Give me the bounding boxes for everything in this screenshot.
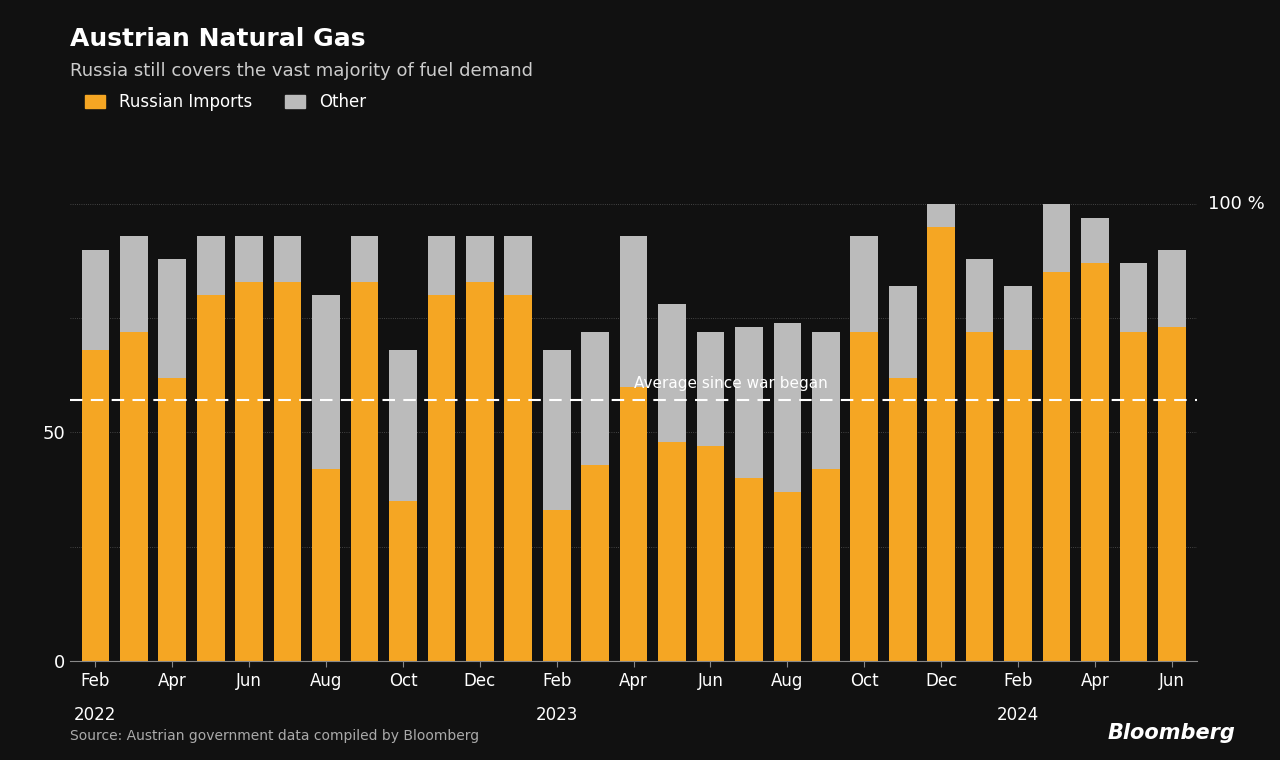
- Bar: [312, 469, 340, 661]
- Bar: [581, 332, 609, 464]
- Bar: [120, 332, 147, 661]
- Bar: [812, 332, 840, 469]
- Bar: [428, 236, 456, 296]
- Text: Average since war began: Average since war began: [634, 376, 827, 391]
- Bar: [1043, 204, 1070, 272]
- Bar: [812, 469, 840, 661]
- Legend: Russian Imports, Other: Russian Imports, Other: [79, 87, 372, 118]
- Bar: [1005, 350, 1032, 661]
- Bar: [312, 296, 340, 469]
- Bar: [197, 236, 224, 296]
- Bar: [236, 281, 262, 661]
- Bar: [543, 510, 571, 661]
- Bar: [120, 236, 147, 332]
- Bar: [543, 350, 571, 510]
- Bar: [888, 378, 916, 661]
- Bar: [428, 296, 456, 661]
- Text: 2024: 2024: [997, 705, 1039, 724]
- Bar: [1158, 249, 1185, 328]
- Bar: [82, 249, 109, 350]
- Bar: [696, 332, 724, 446]
- Bar: [620, 236, 648, 387]
- Bar: [1043, 272, 1070, 661]
- Bar: [850, 236, 878, 332]
- Text: Bloomberg: Bloomberg: [1107, 724, 1235, 743]
- Bar: [197, 296, 224, 661]
- Bar: [1082, 263, 1108, 661]
- Bar: [504, 236, 532, 296]
- Bar: [1120, 332, 1147, 661]
- Bar: [927, 204, 955, 226]
- Bar: [620, 387, 648, 661]
- Bar: [773, 492, 801, 661]
- Bar: [658, 305, 686, 442]
- Bar: [696, 446, 724, 661]
- Bar: [1120, 263, 1147, 332]
- Bar: [504, 296, 532, 661]
- Bar: [1082, 217, 1108, 263]
- Bar: [888, 286, 916, 378]
- Bar: [274, 281, 302, 661]
- Text: 100 %: 100 %: [1208, 195, 1265, 213]
- Bar: [735, 478, 763, 661]
- Bar: [735, 328, 763, 478]
- Bar: [965, 332, 993, 661]
- Bar: [351, 281, 379, 661]
- Bar: [351, 236, 379, 281]
- Bar: [927, 226, 955, 661]
- Bar: [466, 281, 494, 661]
- Bar: [274, 236, 302, 281]
- Bar: [466, 236, 494, 281]
- Bar: [965, 258, 993, 332]
- Bar: [773, 323, 801, 492]
- Bar: [581, 464, 609, 661]
- Bar: [389, 350, 417, 501]
- Bar: [159, 378, 186, 661]
- Bar: [1158, 328, 1185, 661]
- Bar: [82, 350, 109, 661]
- Text: Source: Austrian government data compiled by Bloomberg: Source: Austrian government data compile…: [70, 730, 480, 743]
- Bar: [658, 442, 686, 661]
- Text: Russia still covers the vast majority of fuel demand: Russia still covers the vast majority of…: [70, 62, 534, 81]
- Bar: [159, 258, 186, 378]
- Bar: [389, 501, 417, 661]
- Bar: [236, 236, 262, 281]
- Text: 2023: 2023: [535, 705, 577, 724]
- Text: Austrian Natural Gas: Austrian Natural Gas: [70, 27, 366, 51]
- Bar: [1005, 286, 1032, 350]
- Bar: [850, 332, 878, 661]
- Text: 2022: 2022: [74, 705, 116, 724]
